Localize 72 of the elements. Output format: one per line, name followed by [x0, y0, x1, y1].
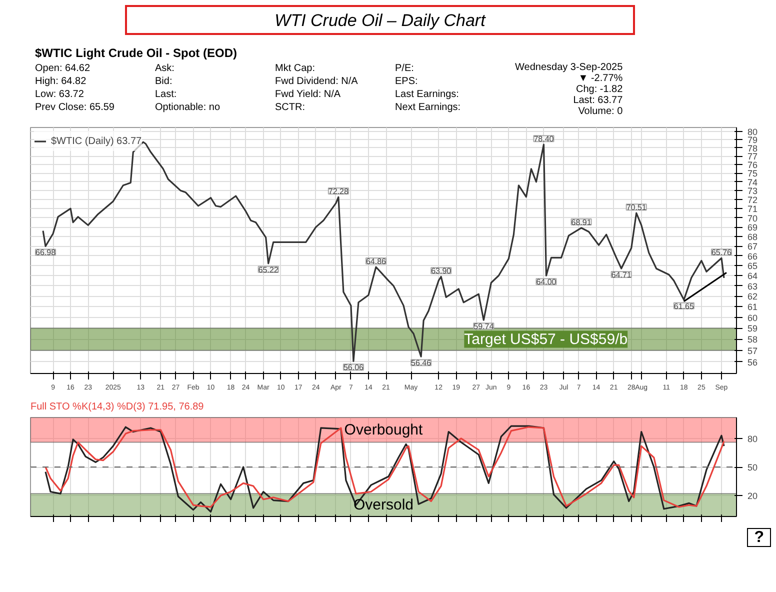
y-tick-label: 67 [748, 242, 758, 252]
y-tick-label: 59 [748, 324, 758, 334]
text: Open: 64.62 [35, 62, 92, 76]
text: High: 64.82 [35, 75, 88, 88]
text: Last: 63.77 [572, 95, 623, 106]
y-tick-label: 80 [748, 434, 758, 444]
y-tick-label: 50 [748, 462, 758, 472]
text: Last Earnings: [395, 88, 460, 102]
text: ? [747, 528, 771, 547]
text: Bid: [155, 75, 174, 88]
text: Fwd Yield: N/A [275, 88, 342, 102]
annotation: 78.40 [534, 134, 554, 144]
text: Wednesday 3-Sep-2025 [515, 62, 623, 74]
band-label: Overbought [344, 421, 424, 438]
annotation: 68.91 [571, 218, 592, 227]
y-tick-label: 76 [748, 160, 758, 170]
y-tick-label: 56 [748, 357, 758, 368]
text: Last: [155, 88, 178, 102]
y-tick-label: 70 [748, 213, 758, 224]
band-label: Target US$57 - US$59/b [464, 330, 628, 348]
text: Full STO %K(14,3) %D(3) 71.95, 76.89 [30, 402, 204, 412]
text: Fwd Dividend: N/A [275, 75, 359, 88]
annotation: 63.90 [431, 266, 452, 276]
y-tick-label: 72 [748, 195, 758, 206]
annotation: 70.51 [626, 203, 647, 212]
y-tick-label: 65 [748, 261, 758, 272]
chart-subtitle: $WTIC Light Crude Oil - Spot (EOD) [35, 45, 238, 62]
annotation: 56.46 [411, 358, 432, 368]
text: P/E: [395, 62, 415, 76]
y-tick-label: 79 [748, 135, 758, 146]
y-tick-label: 57 [748, 346, 758, 356]
annotation: 72.28 [328, 187, 349, 196]
y-tick-label: 63 [748, 281, 758, 292]
text: Low: 63.72 [35, 88, 85, 102]
y-tick-label: 60 [748, 312, 758, 323]
annotation: 59.74 [474, 322, 494, 332]
annotation: 65.22 [258, 265, 279, 274]
text: Optionable: no [155, 101, 222, 114]
text: Chg: -1.82 [574, 84, 623, 96]
y-tick-label: 68 [748, 232, 758, 242]
y-tick-label: 61 [748, 302, 758, 312]
text: SCTR: [275, 101, 306, 114]
y-tick-label: 77 [748, 152, 758, 162]
annotation: 61.65 [674, 302, 694, 311]
y-tick-label: 69 [748, 222, 758, 233]
chart-title: WTI Crude Oil – Daily Chart [274, 10, 486, 32]
y-tick-label: 64 [748, 271, 758, 282]
y-tick-label: 80 [748, 127, 758, 138]
annotation: 56.06 [343, 363, 364, 372]
y-tick-label: 62 [748, 292, 758, 302]
y-tick-label: 75 [748, 168, 758, 179]
text: Ask: [155, 62, 176, 76]
annotation: 64.00 [536, 278, 557, 287]
annotation: 65.76 [711, 248, 732, 258]
annotation: 64.86 [366, 257, 387, 266]
y-tick-label: 20 [748, 491, 758, 502]
annotation: 64.71 [611, 270, 632, 280]
y-tick-label: 78 [748, 143, 758, 154]
text: ▼ -2.77% [577, 73, 623, 84]
band-label: Oversold [353, 496, 414, 514]
y-tick-label: 66 [748, 251, 758, 262]
text: Prev Close: 65.59 [35, 101, 116, 114]
y-tick-label: 58 [748, 334, 758, 345]
y-tick-label: 71 [748, 204, 758, 214]
legend-label: $WTIC (Daily) 63.77 [51, 136, 142, 146]
text: Volume: 0 [577, 106, 623, 118]
text: EPS: [395, 75, 419, 88]
text: Next Earnings: [395, 101, 462, 114]
text: Mkt Cap: [275, 62, 316, 76]
y-tick-label: 73 [748, 186, 758, 196]
annotation: 66.98 [36, 248, 56, 258]
y-tick-label: 74 [748, 177, 758, 188]
